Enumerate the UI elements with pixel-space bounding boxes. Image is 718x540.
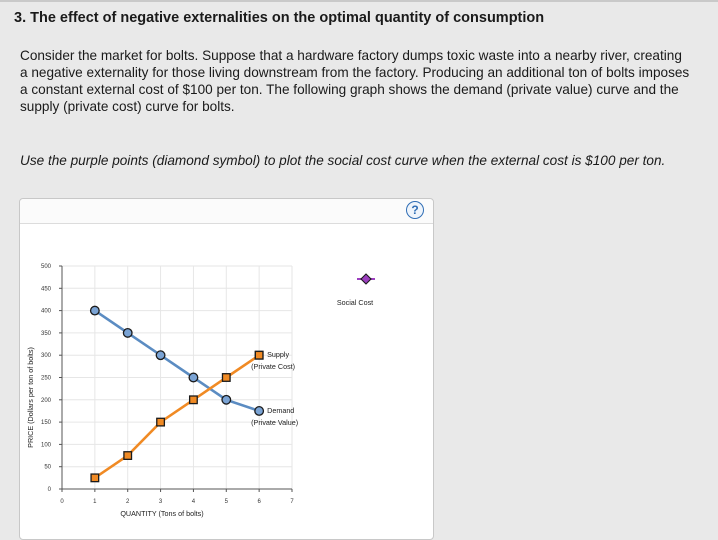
supply-legend-icon bbox=[254, 350, 264, 360]
supply-point[interactable] bbox=[123, 451, 133, 460]
question-instruction: Use the purple points (diamond symbol) t… bbox=[20, 153, 666, 168]
graph-panel-header bbox=[20, 199, 433, 224]
help-button[interactable]: ? bbox=[406, 201, 424, 219]
demand-legend-icon bbox=[254, 406, 265, 416]
y-tick-label: 400 bbox=[41, 309, 52, 315]
x-tick-label: 2 bbox=[126, 499, 130, 505]
social-cost-tool[interactable]: Social Cost bbox=[337, 273, 375, 307]
supply-label: (Private Cost) bbox=[251, 362, 295, 371]
y-tick-label: 100 bbox=[41, 442, 52, 448]
axes: 0 50 100 150 200 250 300 350 400 450 500 0 1 2 3 4 5 6 7 bbox=[41, 264, 294, 505]
x-axis-label: QUANTITY (Tons of bolts) bbox=[120, 509, 203, 518]
y-tick-label: 300 bbox=[41, 353, 52, 359]
x-tick-label: 0 bbox=[60, 499, 64, 505]
y-tick-label: 150 bbox=[41, 420, 52, 426]
y-tick-label: 450 bbox=[41, 286, 52, 292]
supply-point[interactable] bbox=[90, 473, 100, 483]
supply-point[interactable] bbox=[221, 373, 231, 382]
demand-curve[interactable] bbox=[94, 309, 260, 413]
y-tick-label: 50 bbox=[44, 465, 51, 471]
supply-point[interactable] bbox=[156, 417, 166, 427]
question-title: 3. The effect of negative externalities … bbox=[14, 10, 545, 26]
demand-point[interactable] bbox=[155, 350, 166, 361]
demand-label: Demand bbox=[267, 406, 294, 415]
demand-point[interactable] bbox=[221, 394, 232, 405]
grid bbox=[62, 265, 293, 489]
y-tick-label: 350 bbox=[41, 331, 52, 337]
demand-label: (Private Value) bbox=[251, 418, 298, 427]
demand-point[interactable] bbox=[89, 305, 100, 316]
top-divider bbox=[0, 0, 718, 2]
question-mark-icon: ? bbox=[411, 203, 419, 217]
x-tick-label: 4 bbox=[192, 499, 196, 505]
demand-point[interactable] bbox=[188, 372, 199, 383]
series[interactable] bbox=[89, 305, 264, 483]
supply-point[interactable] bbox=[188, 395, 198, 405]
demand-point[interactable] bbox=[122, 327, 133, 338]
x-tick-label: 3 bbox=[159, 499, 163, 505]
social-cost-diamond-icon[interactable] bbox=[360, 273, 372, 285]
x-tick-label: 1 bbox=[93, 499, 97, 505]
legend: Demand (Private Value) Supply (Private Cost… bbox=[251, 350, 298, 427]
y-tick-label: 500 bbox=[41, 264, 52, 270]
supply-label: Supply bbox=[267, 350, 289, 359]
social-cost-label: Social Cost bbox=[337, 298, 373, 307]
x-tick-label: 7 bbox=[290, 499, 294, 505]
y-tick-label: 250 bbox=[41, 376, 52, 382]
question-body: Consider the market for bolts. Suppose t… bbox=[20, 48, 690, 114]
y-tick-label: 200 bbox=[41, 398, 52, 404]
y-axis-label: PRICE (Dollars per ton of bolts) bbox=[26, 347, 35, 448]
y-tick-label: 0 bbox=[48, 487, 52, 493]
x-tick-label: 5 bbox=[225, 499, 229, 505]
supply-curve[interactable] bbox=[94, 354, 260, 479]
x-tick-label: 6 bbox=[257, 499, 261, 505]
